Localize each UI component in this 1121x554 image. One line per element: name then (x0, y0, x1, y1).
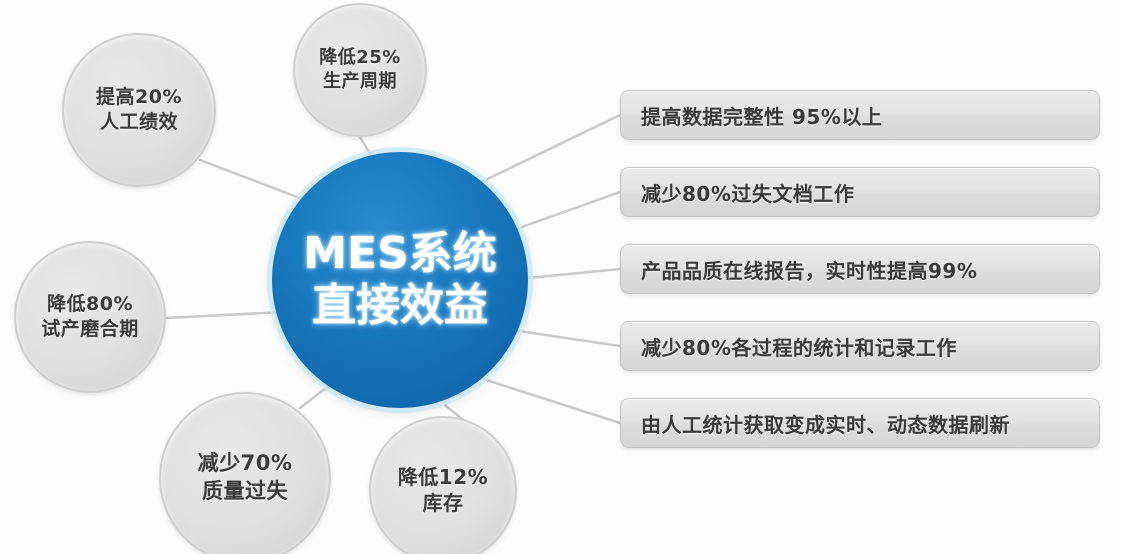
benefit-label: 提高数据完整性 95%以上 (641, 104, 883, 129)
connector-process-statistics (510, 328, 622, 348)
bubble-line1: 降低80% (47, 292, 133, 315)
benefit-box-data-integrity[interactable]: 提高数据完整性 95%以上 (620, 90, 1100, 140)
connector-quality-defects (298, 383, 332, 410)
bubble-line1: 降低25% (319, 47, 401, 69)
connector-document-errors (506, 190, 622, 234)
center-title-line1: MES系统 (303, 228, 497, 280)
bubble-production-cycle[interactable]: 降低25% 生产周期 (293, 3, 427, 137)
benefit-box-realtime-refresh[interactable]: 由人工统计获取变成实时、动态数据刷新 (620, 398, 1100, 448)
benefit-label: 减少80%过失文档工作 (641, 181, 855, 206)
bubble-line1: 提高20% (96, 85, 182, 108)
bubble-quality-defects[interactable]: 减少70% 质量过失 (159, 392, 331, 554)
benefit-box-online-quality[interactable]: 产品品质在线报告，实时性提高99% (620, 244, 1100, 294)
benefit-label: 由人工统计获取变成实时、动态数据刷新 (641, 412, 1010, 437)
center-title-line2: 直接效益 (312, 280, 488, 331)
bubble-line2: 质量过失 (202, 479, 288, 503)
bubble-line2: 试产磨合期 (41, 318, 139, 340)
bubble-line2: 人工绩效 (99, 111, 178, 133)
benefit-box-process-statistics[interactable]: 减少80%各过程的统计和记录工作 (620, 321, 1100, 371)
connector-data-integrity (473, 113, 622, 187)
benefit-box-document-errors[interactable]: 减少80%过失文档工作 (620, 167, 1100, 217)
bubble-trial-run-period[interactable]: 降低80% 试产磨合期 (14, 241, 166, 393)
benefit-label: 产品品质在线报告，实时性提高99% (641, 258, 978, 283)
center-node-mes-system[interactable]: MES系统 直接效益 (272, 152, 528, 408)
bubble-line2: 库存 (422, 491, 464, 515)
bubble-line2: 生产周期 (323, 71, 397, 92)
bubble-inventory[interactable]: 降低12% 库存 (369, 416, 517, 554)
connector-trial-run-period (164, 310, 285, 320)
connector-labor-performance (198, 158, 307, 202)
bubble-line1: 减少70% (197, 451, 293, 476)
connector-production-cycle (356, 132, 373, 157)
bubble-line1: 降低12% (397, 464, 489, 489)
benefit-label: 减少80%各过程的统计和记录工作 (641, 335, 957, 360)
bubble-labor-performance[interactable]: 提高20% 人工绩效 (62, 33, 216, 187)
connector-realtime-refresh (478, 376, 622, 425)
connector-online-quality (526, 267, 622, 280)
